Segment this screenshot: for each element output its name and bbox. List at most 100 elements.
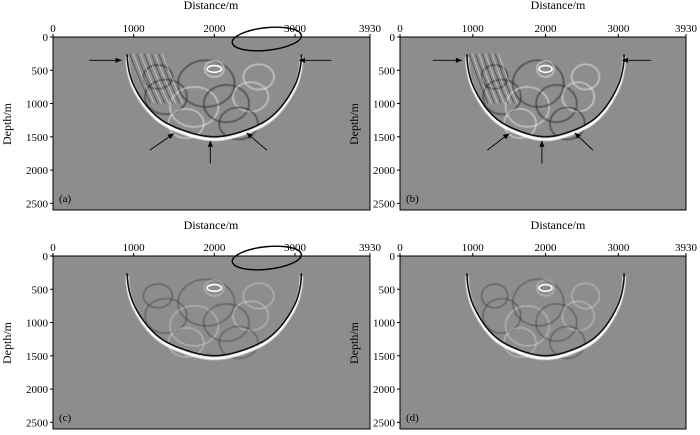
artifact-streak: [481, 53, 502, 104]
artifact-ring: [203, 60, 225, 78]
plot-frame: [52, 255, 371, 430]
y-tick-label: 0: [390, 251, 396, 263]
x-tick-label: 3000: [607, 242, 630, 254]
artifact-ring: [142, 64, 174, 90]
artifact-ring: [169, 86, 220, 128]
artifact-ring: [536, 60, 555, 78]
reflector-boundary-inner: [126, 273, 303, 357]
y-tick-label: 2000: [26, 384, 49, 396]
x-tick-label: 3930: [359, 242, 382, 254]
plot-frame: [399, 36, 687, 211]
x-tick-label: 3930: [359, 23, 382, 35]
reflector-boundary-inner: [126, 54, 303, 138]
artifact-ring: [505, 305, 550, 347]
artifact-ring: [481, 283, 509, 309]
y-axis-title: Depth/m: [0, 102, 14, 145]
reflector-boundary: [465, 275, 626, 360]
x-tick-label: 2000: [535, 242, 558, 254]
artifact-ring: [504, 86, 550, 128]
y-axis-title: Depth/m: [347, 321, 361, 364]
x-tick-label: 0: [50, 23, 56, 35]
artifact-ring: [142, 283, 173, 309]
x-ticks: 0 1000 2000 3000 3930: [50, 23, 382, 37]
arrow-head: [115, 57, 122, 63]
x-tick-label: 0: [50, 242, 56, 254]
artifact-ring: [482, 78, 522, 115]
artifact-ring: [242, 282, 275, 310]
artifact-ring: [549, 326, 586, 359]
arrow-head: [539, 140, 545, 147]
artifact-streak: [158, 53, 180, 104]
diffractor: [538, 283, 553, 293]
arrow-head: [299, 57, 305, 63]
annotation-arrows: [89, 57, 332, 164]
reflector-boundary: [465, 56, 626, 141]
artifact-streak: [143, 53, 166, 104]
artifact-ring: [512, 278, 565, 327]
image-area: [53, 256, 370, 429]
x-tick-label: 1000: [123, 23, 146, 35]
y-tick-label: 1000: [26, 99, 49, 111]
artifact-streak: [498, 53, 518, 104]
y-tick-label: 2500: [373, 198, 396, 210]
panel-b: Distance/m Depth/m 0 1000 2000 3000 3930 0 50…: [347, 0, 698, 211]
artifact-ring: [512, 59, 565, 108]
x-tick-label: 0: [397, 242, 403, 254]
y-ticks: 0 500 1000 1500 2000 2500: [26, 32, 53, 210]
annotation-ellipse: [231, 245, 302, 271]
x-axis-title: Distance/m: [184, 0, 239, 12]
panel-label: (a): [59, 193, 72, 205]
migration-artifacts: [129, 53, 275, 141]
artifact-streak: [472, 53, 492, 104]
artifact-streak: [129, 53, 151, 104]
y-tick-label: 1000: [373, 318, 396, 330]
y-tick-label: 1000: [373, 99, 396, 111]
y-ticks: 0 500 1000 1500 2000 2500: [373, 251, 400, 429]
x-tick-label: 1000: [462, 242, 485, 254]
panel-label: (c): [59, 412, 72, 424]
artifact-streak: [478, 53, 499, 104]
artifact-streak: [488, 53, 509, 104]
artifact-streak: [136, 53, 159, 104]
image-area: [400, 256, 686, 429]
y-axis-title: Depth/m: [347, 102, 361, 145]
diffractor: [206, 283, 223, 293]
artifact-ring: [571, 63, 601, 91]
artifact-ring: [535, 303, 578, 342]
y-tick-label: 0: [43, 32, 49, 44]
y-tick-label: 2000: [373, 384, 396, 396]
x-tick-label: 3000: [284, 23, 307, 35]
arrow-head: [574, 132, 581, 139]
artifact-streak: [132, 53, 155, 104]
y-tick-label: 2000: [373, 165, 396, 177]
panel-label: (d): [406, 412, 419, 424]
artifact-ring: [144, 298, 188, 334]
x-tick-label: 3000: [607, 23, 630, 35]
x-tick-label: 1000: [123, 242, 146, 254]
artifact-streak: [147, 53, 170, 104]
artifact-ring: [482, 298, 522, 334]
y-tick-label: 2500: [26, 198, 49, 210]
artifact-ring: [242, 63, 275, 91]
artifact-streak: [154, 53, 177, 104]
arrow-head: [455, 57, 462, 63]
x-tick-label: 3930: [675, 242, 698, 254]
artifact-ring: [203, 84, 250, 123]
x-axis-title: Distance/m: [531, 218, 586, 232]
x-axis-title: Distance/m: [184, 218, 239, 232]
y-tick-label: 1500: [26, 351, 49, 363]
arrow-head: [502, 133, 510, 140]
artifact-ring: [535, 84, 578, 123]
image-area: [400, 37, 686, 210]
y-ticks: 0 500 1000 1500 2000 2500: [373, 32, 400, 210]
arrow-head: [167, 133, 174, 139]
artifact-ring: [203, 303, 250, 342]
artifact-ring: [177, 278, 235, 327]
x-tick-label: 2000: [203, 242, 226, 254]
y-tick-label: 2500: [26, 417, 49, 429]
artifact-streak: [468, 53, 489, 104]
y-ticks: 0 500 1000 1500 2000 2500: [26, 251, 53, 429]
panel-c: Distance/m Depth/m 0 1000 2000 3000 3930 0 50…: [0, 218, 382, 430]
x-tick-label: 0: [397, 23, 403, 35]
arrow-head: [246, 132, 253, 139]
